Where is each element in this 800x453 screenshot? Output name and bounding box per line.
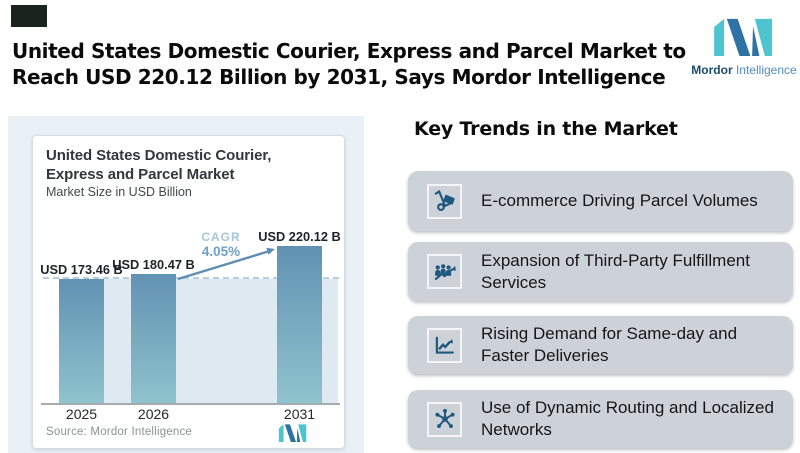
- line-chart-icon: [427, 327, 462, 363]
- network-icon: [427, 401, 462, 437]
- chart-title: United States Domestic Courier, Express …: [46, 147, 272, 183]
- brand-logo: Mordor Intelligence: [690, 3, 798, 98]
- trends-heading: Key Trends in the Market: [414, 118, 678, 140]
- chart-card: USD 173.46 B 2025 USD 180.47 B 2026 USD 220.…: [32, 135, 345, 449]
- bar-value-label: USD 173.46 B: [40, 262, 123, 278]
- x-axis-line: [41, 403, 340, 405]
- plot-area: USD 173.46 B 2025 USD 180.47 B 2026 USD 220.…: [33, 136, 344, 448]
- brand-name-bold: Mordor: [691, 63, 733, 77]
- chart-subtitle: Market Size in USD Billion: [46, 185, 192, 199]
- year-label: 2026: [137, 406, 170, 422]
- bar-2026: [131, 274, 176, 403]
- year-label: 2031: [283, 406, 316, 422]
- trend-card: Rising Demand for Same-day and Faster De…: [408, 316, 793, 374]
- trend-label: Use of Dynamic Routing and Localized Net…: [481, 398, 774, 439]
- source-note: Source: Mordor Intelligence: [46, 426, 193, 438]
- cagr-label: CAGR: [201, 230, 241, 244]
- cagr-value: 4.05%: [201, 244, 241, 259]
- page-title-line1: United States Domestic Courier, Express …: [12, 39, 686, 63]
- page-title-line2: Reach USD 220.12 Billion by 2031, Says M…: [12, 65, 666, 89]
- trend-card: Use of Dynamic Routing and Localized Net…: [408, 390, 793, 448]
- mordor-logo-icon: [714, 18, 773, 56]
- bar-2025: [59, 279, 104, 403]
- brand-name: Mordor Intelligence: [690, 63, 798, 77]
- page-title: United States Domestic Courier, Express …: [12, 38, 692, 90]
- trend-card: E-commerce Driving Parcel Volumes: [408, 171, 793, 231]
- bar-2031: [277, 245, 322, 403]
- brand-name-light: Intelligence: [735, 63, 797, 77]
- trend-label: Rising Demand for Same-day and Faster De…: [481, 324, 738, 365]
- bar-value-label: USD 220.12 B: [258, 228, 341, 244]
- trend-card: Expansion of Third-Party Fulfillment Ser…: [408, 242, 793, 301]
- mini-mordor-logo-icon: [278, 424, 307, 442]
- bar-value-label: USD 180.47 B: [112, 257, 195, 273]
- team-growth-icon: [427, 254, 462, 289]
- year-label: 2025: [65, 406, 98, 422]
- trend-label: Expansion of Third-Party Fulfillment Ser…: [481, 250, 750, 292]
- hand-truck-icon: [427, 183, 462, 219]
- trend-label: E-commerce Driving Parcel Volumes: [481, 191, 758, 210]
- corner-mark: [11, 5, 47, 27]
